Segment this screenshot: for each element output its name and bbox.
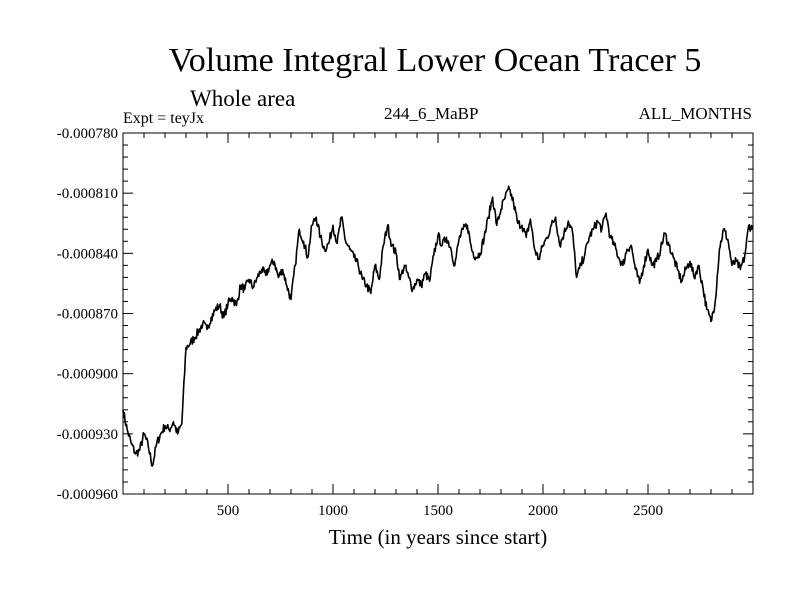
x-tick-label: 2500 xyxy=(633,503,663,519)
chart-subtitle: Whole area xyxy=(190,86,296,111)
series-line xyxy=(122,185,754,467)
x-axis-label: Time (in years since start) xyxy=(328,525,548,549)
x-tick-label: 1000 xyxy=(318,503,348,519)
x-tick-label: 2000 xyxy=(528,503,558,519)
tick-labels: 500 1000 1500 2000 2500 -0.000780 -0.000810 -0.… xyxy=(57,126,663,519)
plot-frame xyxy=(122,132,754,495)
chart-title: Volume Integral Lower Ocean Tracer 5 xyxy=(168,42,702,79)
run-label: 244_6_MaBP xyxy=(384,104,479,123)
y-tick-label: -0.000870 xyxy=(57,307,118,323)
y-tick-label: -0.000960 xyxy=(57,487,118,503)
period-label: ALL_MONTHS xyxy=(638,104,752,123)
experiment-label: Expt = teyJx xyxy=(123,110,205,127)
x-tick-label: 500 xyxy=(217,503,240,519)
y-tick-label: -0.000930 xyxy=(57,427,118,443)
tick-marks xyxy=(123,132,753,495)
y-tick-label: -0.000780 xyxy=(57,126,118,142)
y-tick-label: -0.000840 xyxy=(57,246,118,262)
y-tick-label: -0.000900 xyxy=(57,367,118,383)
x-tick-label: 1500 xyxy=(423,503,453,519)
y-tick-label: -0.000810 xyxy=(57,186,118,202)
